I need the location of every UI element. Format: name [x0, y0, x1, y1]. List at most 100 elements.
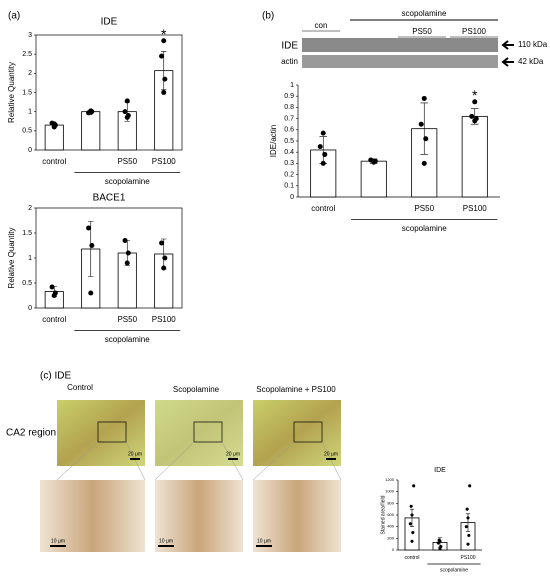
- x-tick-label: PS50: [117, 157, 137, 166]
- group-label: scopolamine: [105, 335, 150, 344]
- data-point: [409, 504, 413, 508]
- data-point: [122, 238, 128, 243]
- data-point: [371, 158, 377, 164]
- data-point: [468, 484, 472, 488]
- y-tick-label: 0.3: [284, 160, 294, 167]
- scale-bar: 10 μm: [51, 538, 65, 544]
- data-point: [161, 38, 167, 44]
- blot: con scopolamine PS50 PS100 IDE actin 110…: [281, 9, 548, 68]
- column-label: Control: [67, 383, 93, 392]
- x-tick-label: PS100: [152, 315, 177, 324]
- y-tick-label: 0.5: [22, 128, 32, 135]
- blot-label: 110 kDa: [518, 40, 548, 49]
- data-point: [467, 533, 471, 537]
- row-label: CA2 region: [6, 428, 56, 439]
- y-tick-label: 600: [387, 512, 394, 517]
- column-label: Scopolamine + PS100: [256, 385, 336, 394]
- y-tick-label: 0: [290, 194, 294, 201]
- y-tick-label: 1.5: [22, 89, 32, 96]
- micrograph: [253, 400, 341, 466]
- data-point: [162, 255, 168, 261]
- x-tick-label: PS100: [460, 555, 475, 561]
- y-tick-label: 400: [387, 524, 394, 529]
- error-bar: [409, 508, 415, 527]
- x-tick-label: PS100: [152, 157, 177, 166]
- data-point: [88, 108, 94, 114]
- blot-label: PS100: [462, 27, 487, 36]
- data-point: [52, 290, 58, 296]
- blot-label: scopolamine: [402, 9, 447, 18]
- y-tick-label: 0.1: [284, 183, 294, 190]
- y-tick-label: 0: [392, 547, 395, 552]
- data-point: [412, 484, 416, 488]
- data-point: [466, 516, 470, 520]
- error-bar: [161, 51, 167, 91]
- data-point: [161, 90, 167, 95]
- bar: [461, 115, 488, 198]
- scale-bar: 10 μm: [257, 538, 271, 544]
- data-point: [421, 160, 427, 166]
- data-point: [466, 542, 470, 546]
- blot-label: 42 kDa: [518, 57, 544, 66]
- y-tick-label: 1: [28, 109, 32, 116]
- panel-label: (a): [8, 11, 20, 22]
- data-point: [317, 144, 323, 150]
- data-point: [51, 121, 57, 127]
- scale-bar: 20 μm: [324, 451, 338, 457]
- data-point: [124, 260, 130, 266]
- data-point: [125, 113, 131, 118]
- data-point: [410, 513, 414, 517]
- data-point: [465, 507, 469, 511]
- data-point: [464, 525, 468, 529]
- x-tick-label: control: [42, 315, 66, 324]
- micrograph: [40, 480, 145, 552]
- blot-band: [302, 55, 498, 68]
- data-point: [159, 240, 165, 246]
- scale-bar: 20 μm: [226, 451, 240, 457]
- x-tick-label: PS100: [463, 204, 488, 213]
- data-point: [322, 151, 328, 157]
- chart-title: IDE: [101, 17, 118, 28]
- chart-title: BACE1: [93, 193, 126, 204]
- error-bar: [420, 102, 429, 155]
- y-tick-label: 0: [28, 305, 32, 312]
- micrograph: [253, 480, 341, 552]
- y-tick-label: 0.5: [22, 280, 32, 287]
- blot-label: actin: [281, 57, 298, 66]
- data-point: [162, 76, 168, 82]
- data-point: [418, 121, 424, 127]
- x-tick-label: PS50: [117, 315, 137, 324]
- data-point: [423, 136, 429, 142]
- annotation: *: [472, 87, 478, 103]
- y-tick-label: 0.5: [284, 138, 294, 145]
- y-tick-label: 1200: [385, 477, 395, 482]
- column-label: Scopolamine: [173, 385, 220, 394]
- blot-band: [302, 38, 498, 52]
- x-tick-label: control: [311, 204, 335, 213]
- y-tick-label: 1: [290, 82, 294, 89]
- chart-title: IDE: [434, 467, 446, 474]
- data-point: [410, 539, 414, 543]
- panel-label: (c) IDE: [40, 371, 71, 382]
- data-point: [161, 265, 167, 271]
- micrograph: [155, 400, 243, 466]
- x-tick-label: control: [42, 157, 66, 166]
- data-point: [437, 538, 441, 542]
- y-tick-label: 0.9: [284, 93, 294, 100]
- data-point: [473, 116, 479, 122]
- plot-frame: [35, 34, 183, 151]
- histology: Control Scopolamine Scopolamine + PS100 …: [6, 383, 342, 552]
- y-tick-label: 200: [387, 535, 394, 540]
- y-tick-label: 2: [28, 70, 32, 77]
- group-label: scopolamine: [402, 224, 447, 233]
- scale-bar: 10 μm: [159, 538, 173, 544]
- y-tick-label: 800: [387, 500, 394, 505]
- y-axis-label: IDE/actin: [269, 125, 278, 157]
- data-point: [124, 98, 130, 104]
- data-point: [122, 109, 128, 115]
- bar: [81, 111, 101, 151]
- data-point: [320, 160, 326, 166]
- scale-bar: 20 μm: [128, 451, 142, 457]
- data-point: [320, 130, 326, 136]
- data-point: [472, 99, 478, 105]
